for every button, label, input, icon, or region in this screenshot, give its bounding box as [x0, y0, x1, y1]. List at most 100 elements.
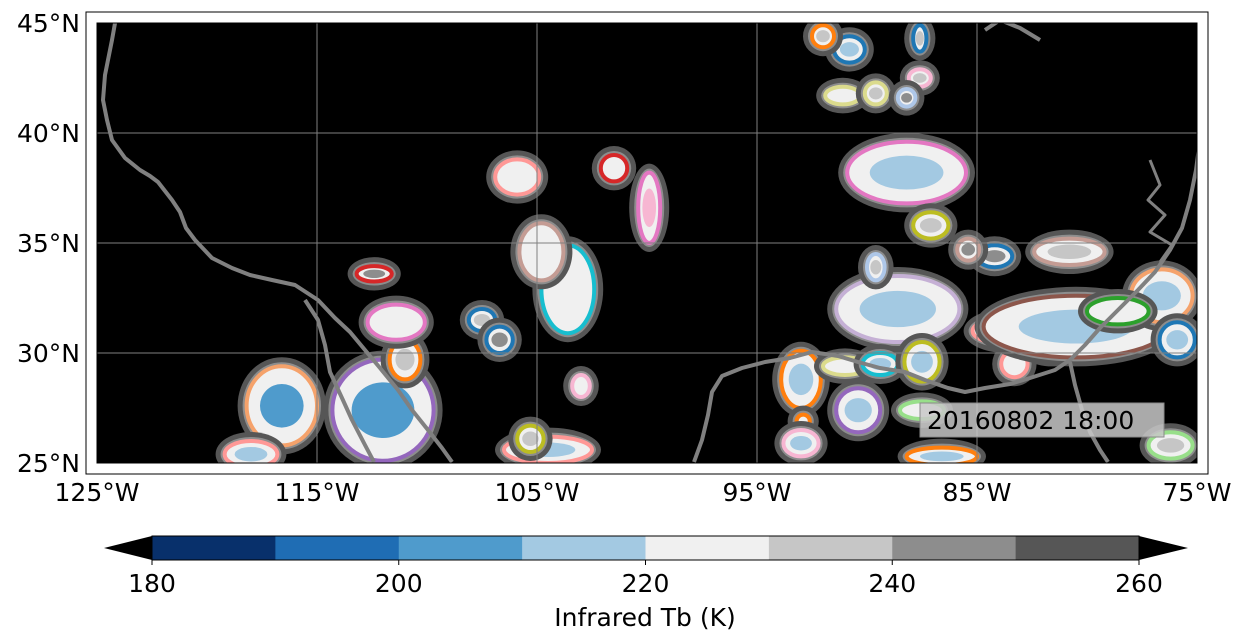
- colorbar-extend-high: [1139, 536, 1188, 560]
- y-tick-labels: 45°N 40°N 35°N 30°N 25°N: [17, 9, 80, 478]
- cloud-system: [347, 257, 401, 291]
- cloud-core: [605, 160, 623, 176]
- cloud-system: [888, 80, 925, 116]
- cloud-core: [859, 290, 936, 328]
- cloud-core: [901, 92, 913, 103]
- gulf-coastline: [692, 147, 1197, 463]
- cloud-core: [790, 435, 812, 451]
- colorbar-tick-label: 200: [375, 569, 423, 598]
- colorbar-segment: [152, 536, 276, 560]
- colorbar-segment: [275, 536, 400, 560]
- x-tick-label: 105°W: [495, 478, 580, 507]
- cloud-system: [803, 23, 843, 57]
- map-border: [96, 22, 1198, 464]
- cloud-system: [591, 146, 637, 191]
- colorbar-label: Infrared Tb (K): [554, 603, 736, 632]
- cloud-core: [831, 90, 854, 101]
- cloud-core: [831, 361, 859, 372]
- x-tick-label: 95°W: [722, 478, 791, 507]
- cloud-system: [827, 267, 969, 351]
- colorbar-segment: [645, 536, 770, 560]
- cloud-core: [868, 87, 883, 100]
- colorbar-tick-labels: 180 200 220 240 260: [128, 560, 1163, 598]
- cloud-system: [1025, 229, 1114, 274]
- cloud-systems: [215, 23, 1197, 463]
- cloud-core: [527, 236, 556, 268]
- cloud-system: [774, 421, 828, 463]
- colorbar-segment: [398, 536, 523, 560]
- x-tick-label: 75°W: [1162, 478, 1231, 507]
- colorbar-segment: [522, 536, 646, 560]
- cloud-core: [575, 379, 587, 393]
- cloud-core: [915, 31, 924, 46]
- cloud-core: [1156, 438, 1185, 453]
- cloud-system: [948, 229, 989, 270]
- cloud-core: [912, 73, 927, 83]
- colorbar-tick-label: 260: [1115, 569, 1163, 598]
- cloud-core: [378, 312, 414, 332]
- cloud-core: [351, 382, 415, 439]
- cloud-core: [919, 218, 942, 233]
- colorbar-extend-low: [104, 536, 152, 560]
- cloud-core: [839, 42, 859, 57]
- cloud-system: [1150, 313, 1197, 367]
- cloud-system: [508, 416, 553, 461]
- cloud-core: [259, 384, 304, 428]
- y-tick-label: 30°N: [17, 339, 80, 368]
- colorbar-tick-label: 220: [622, 569, 670, 598]
- cloud-core: [869, 155, 944, 190]
- colorbar-segment: [892, 536, 1017, 560]
- timestamp-box: 20160802 18:00: [919, 402, 1165, 438]
- cloud-system: [895, 333, 949, 391]
- cloud-core: [1006, 356, 1023, 372]
- x-tick-label: 125°W: [55, 478, 140, 507]
- cloud-system: [858, 245, 894, 290]
- colorbar-tick-label: 240: [868, 569, 916, 598]
- cloud-core: [642, 188, 657, 228]
- cloud-system: [486, 150, 549, 204]
- cloud-system: [904, 23, 936, 61]
- cloud-core: [1166, 330, 1189, 350]
- y-tick-label: 45°N: [17, 9, 80, 38]
- cloud-system: [827, 379, 890, 442]
- cloud-core: [234, 446, 268, 462]
- cloud-system: [772, 341, 830, 417]
- cloud-system: [838, 132, 975, 213]
- cloud-system: [477, 317, 522, 362]
- cloud-system: [629, 163, 670, 252]
- cloud-system: [510, 214, 573, 290]
- cloud-core: [363, 269, 386, 279]
- cloud-system: [897, 438, 986, 463]
- colorbar-segment: [768, 536, 893, 560]
- colorbar: [104, 535, 1188, 561]
- timestamp-label: 20160802 18:00: [927, 406, 1134, 435]
- cloud-system: [358, 295, 434, 349]
- east-coast-detail: [1146, 159, 1174, 263]
- cloud-system: [215, 432, 287, 463]
- colorbar-segment: [1015, 536, 1140, 560]
- cloud-core: [911, 350, 933, 373]
- cloud-core: [788, 363, 814, 396]
- cloud-core: [983, 250, 1006, 263]
- x-tick-label: 85°W: [942, 478, 1011, 507]
- cloud-core: [503, 167, 531, 187]
- cloud-system: [855, 73, 896, 114]
- cloud-core: [961, 243, 976, 256]
- cloud-core: [919, 451, 964, 462]
- cloud-core: [844, 398, 872, 423]
- cloud-core: [816, 30, 830, 43]
- baja-coastline: [303, 298, 376, 463]
- colorbar-tick-label: 180: [128, 569, 176, 598]
- y-tick-label: 25°N: [17, 449, 80, 478]
- cloud-system: [380, 330, 430, 389]
- cloud-core: [1047, 244, 1092, 260]
- great-lakes-coastline: [983, 23, 1042, 42]
- cloud-core: [395, 348, 415, 371]
- cloud-system: [904, 203, 958, 248]
- y-tick-label: 35°N: [17, 229, 80, 258]
- x-tick-label: 115°W: [275, 478, 360, 507]
- y-tick-label: 40°N: [17, 119, 80, 148]
- cloud-core: [870, 259, 882, 275]
- x-tick-labels: 125°W 115°W 105°W 95°W 85°W 75°W: [55, 478, 1232, 507]
